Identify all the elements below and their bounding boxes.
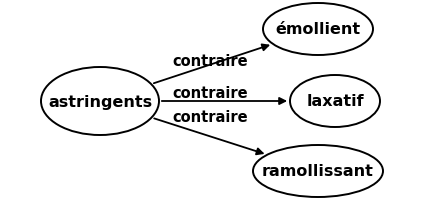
Text: émollient: émollient: [275, 22, 360, 37]
Text: contraire: contraire: [172, 110, 248, 125]
Ellipse shape: [263, 4, 373, 56]
Text: contraire: contraire: [172, 54, 248, 69]
Text: ramollissant: ramollissant: [262, 164, 374, 179]
Ellipse shape: [290, 76, 380, 127]
Text: laxatif: laxatif: [306, 94, 364, 109]
Text: contraire: contraire: [172, 85, 248, 100]
Text: astringents: astringents: [48, 94, 152, 109]
Ellipse shape: [41, 68, 159, 135]
Ellipse shape: [253, 145, 383, 197]
